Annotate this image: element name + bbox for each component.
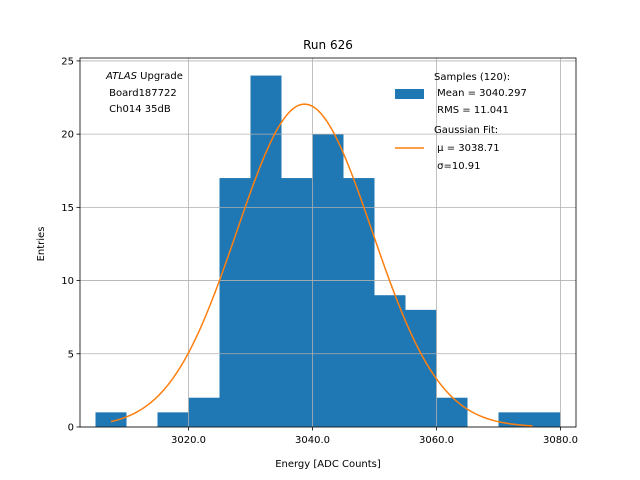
histogram-bars bbox=[80, 58, 576, 428]
x-tick-label: 3080.0 bbox=[543, 435, 578, 446]
y-tick-label: 10 bbox=[61, 276, 74, 287]
legend-fit-line-3: σ=10.91 bbox=[434, 161, 481, 172]
y-tick-label: 25 bbox=[61, 56, 74, 67]
legend-fit-line-2: μ = 3038.71 bbox=[434, 143, 500, 154]
histogram-bar bbox=[219, 178, 251, 427]
annotation-line-2: Board187722 bbox=[106, 88, 177, 99]
legend-samples-line-1: Samples (120): bbox=[434, 72, 510, 83]
plot-frame bbox=[79, 57, 577, 428]
legend-fit-line-1: Gaussian Fit: bbox=[434, 125, 498, 136]
y-tick-label: 20 bbox=[61, 130, 74, 141]
legend-samples-line-3: RMS = 11.041 bbox=[434, 105, 509, 116]
legend: Samples (120): Mean = 3040.297 RMS = 11.… bbox=[395, 72, 527, 172]
annotation-line-1: ATLAS Upgrade bbox=[105, 71, 183, 82]
gaussian-fit-curve bbox=[110, 103, 533, 427]
histogram-bar bbox=[157, 412, 189, 427]
legend-samples-swatch bbox=[395, 89, 424, 99]
histogram-bar bbox=[281, 178, 313, 427]
axis-ticks: 3020.0 3040.0 3060.0 3080.0 0 5 10 15 20 25 bbox=[61, 56, 578, 446]
histogram-bar bbox=[436, 397, 468, 427]
histogram-bar bbox=[95, 412, 127, 427]
y-tick-label: 15 bbox=[61, 203, 74, 214]
histogram-bar bbox=[188, 397, 220, 427]
legend-samples-line-2: Mean = 3040.297 bbox=[434, 88, 527, 99]
histogram-bar bbox=[250, 75, 282, 428]
y-tick-label: 5 bbox=[68, 349, 74, 360]
x-axis-label: Energy [ADC Counts] bbox=[275, 459, 381, 470]
y-axis-label: Entries bbox=[36, 227, 47, 262]
histogram-bar bbox=[529, 412, 561, 427]
histogram-bar bbox=[343, 178, 375, 427]
histogram-bar bbox=[374, 295, 406, 427]
annotation-line-3: Ch014 35dB bbox=[106, 104, 171, 115]
annotation-upgrade: Upgrade bbox=[137, 71, 183, 82]
y-tick-label: 0 bbox=[68, 423, 74, 434]
histogram-bar bbox=[405, 309, 437, 427]
x-tick-label: 3020.0 bbox=[171, 435, 206, 446]
x-tick-label: 3060.0 bbox=[419, 435, 454, 446]
gaussian-fit bbox=[110, 103, 533, 427]
chart-title: Run 626 bbox=[303, 38, 353, 52]
annotation-atlas: ATLAS bbox=[105, 71, 138, 82]
x-tick-label: 3040.0 bbox=[295, 435, 330, 446]
